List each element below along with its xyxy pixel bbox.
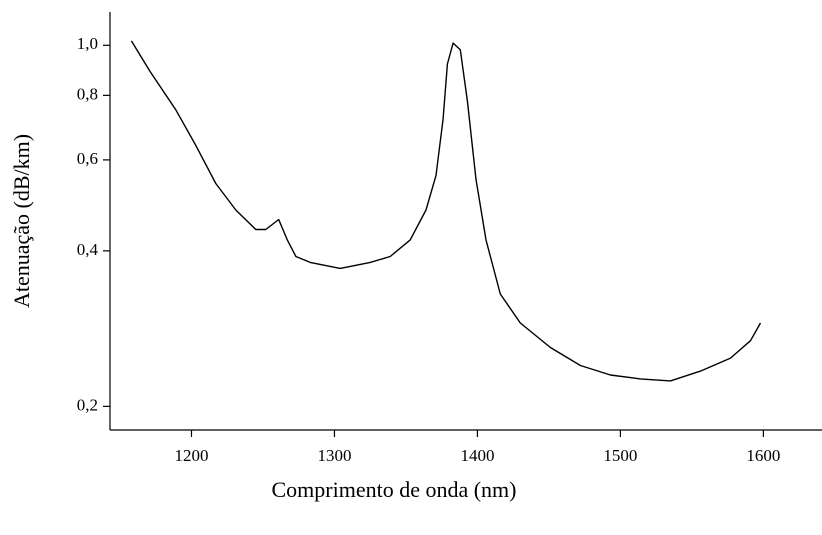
x-tick-label: 1200 xyxy=(174,446,208,465)
y-tick-label: 0,2 xyxy=(77,395,98,414)
y-tick-label: 1,0 xyxy=(77,34,98,53)
y-axis-label: Atenuação (dB/km) xyxy=(9,134,34,308)
data-line xyxy=(130,40,762,382)
x-axis-label: Comprimento de onda (nm) xyxy=(271,477,516,502)
y-tick-label: 0,4 xyxy=(77,240,99,259)
y-tick-label: 0,6 xyxy=(77,149,98,168)
x-tick-label: 1300 xyxy=(317,446,351,465)
y-tick-label: 0,8 xyxy=(77,84,98,103)
x-tick-label: 1500 xyxy=(603,446,637,465)
x-tick-label: 1400 xyxy=(460,446,494,465)
x-tick-label: 1600 xyxy=(746,446,780,465)
